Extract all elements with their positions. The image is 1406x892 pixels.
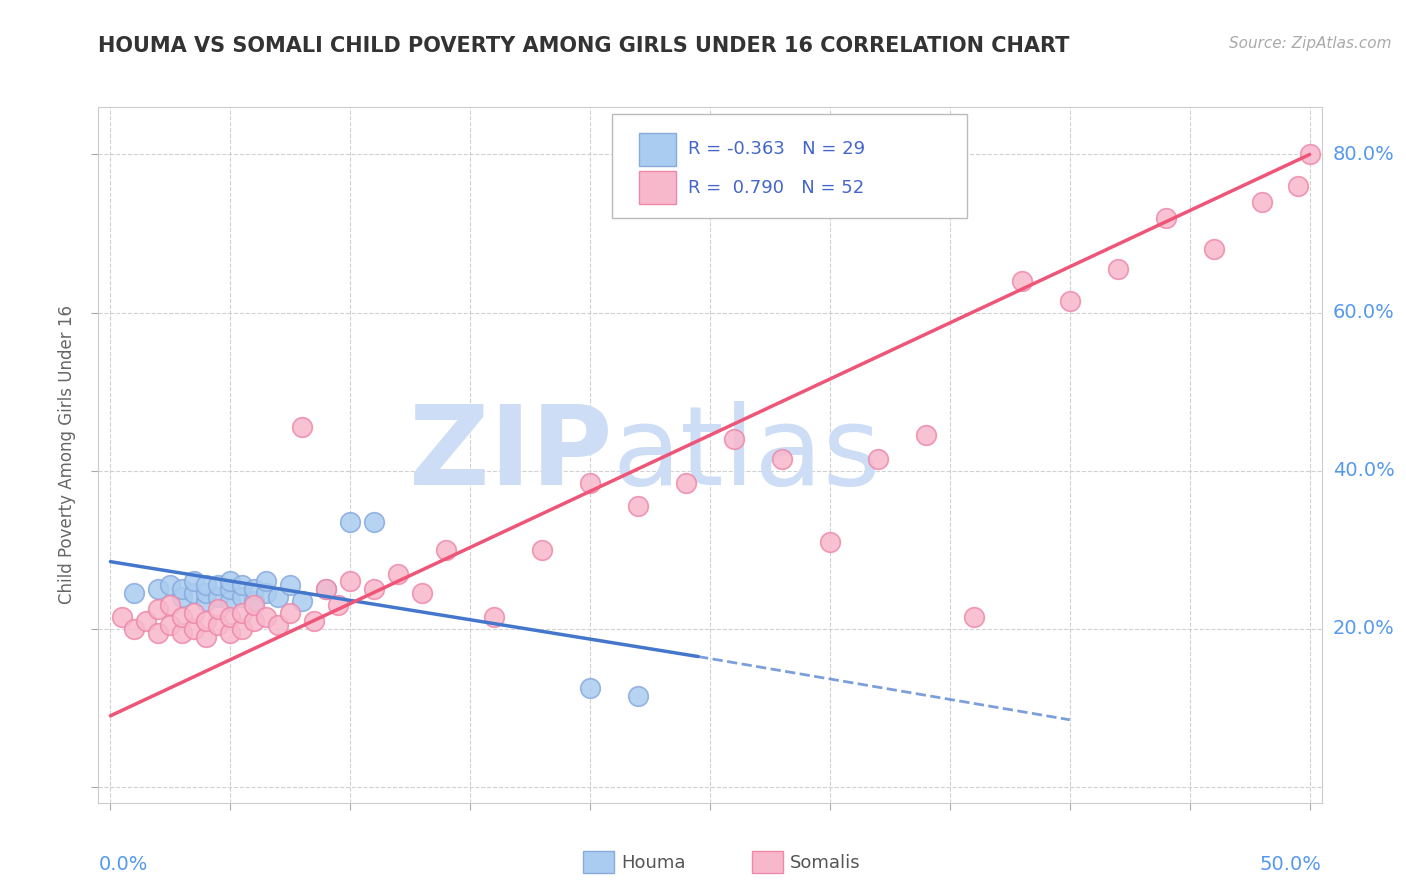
FancyBboxPatch shape — [612, 114, 967, 219]
FancyBboxPatch shape — [640, 171, 676, 204]
Point — [231, 578, 253, 592]
Point — [818, 534, 841, 549]
Point — [219, 625, 242, 640]
Text: 40.0%: 40.0% — [1333, 461, 1395, 480]
Point — [243, 582, 266, 597]
Point — [148, 625, 170, 640]
Point — [579, 681, 602, 695]
Point — [219, 594, 242, 608]
Text: R = -0.363   N = 29: R = -0.363 N = 29 — [688, 140, 865, 159]
Point — [243, 594, 266, 608]
Point — [124, 622, 146, 636]
Point — [207, 578, 229, 592]
Point — [291, 420, 314, 434]
Point — [183, 606, 205, 620]
FancyBboxPatch shape — [640, 133, 676, 166]
Text: Source: ZipAtlas.com: Source: ZipAtlas.com — [1229, 36, 1392, 51]
Point — [531, 542, 554, 557]
Point — [267, 618, 290, 632]
Point — [627, 500, 650, 514]
Point — [254, 586, 277, 600]
Point — [1154, 211, 1177, 225]
Point — [254, 574, 277, 589]
Point — [172, 625, 194, 640]
Text: Houma: Houma — [621, 854, 686, 871]
Point — [207, 618, 229, 632]
Point — [183, 586, 205, 600]
Point — [231, 622, 253, 636]
Point — [675, 475, 697, 490]
Point — [866, 451, 889, 466]
Point — [207, 591, 229, 605]
Point — [328, 598, 350, 612]
Point — [183, 622, 205, 636]
Point — [111, 610, 134, 624]
Point — [363, 515, 385, 529]
Point — [339, 515, 361, 529]
Point — [172, 582, 194, 597]
Point — [231, 591, 253, 605]
Point — [627, 689, 650, 703]
Point — [315, 582, 337, 597]
Point — [278, 606, 301, 620]
Point — [219, 610, 242, 624]
Point — [1286, 179, 1309, 194]
Point — [195, 630, 218, 644]
Point — [339, 574, 361, 589]
Point — [135, 614, 157, 628]
Point — [219, 574, 242, 589]
Point — [231, 606, 253, 620]
Point — [1298, 147, 1320, 161]
Point — [434, 542, 457, 557]
Point — [148, 602, 170, 616]
Point — [195, 614, 218, 628]
Point — [387, 566, 409, 581]
Point — [723, 432, 745, 446]
Point — [195, 578, 218, 592]
Point — [291, 594, 314, 608]
Point — [1250, 194, 1272, 209]
Point — [172, 610, 194, 624]
Point — [159, 578, 181, 592]
Point — [243, 598, 266, 612]
Point — [195, 594, 218, 608]
Point — [219, 582, 242, 597]
Point — [159, 598, 181, 612]
Point — [304, 614, 326, 628]
Text: atlas: atlas — [612, 401, 880, 508]
Y-axis label: Child Poverty Among Girls Under 16: Child Poverty Among Girls Under 16 — [58, 305, 76, 605]
Point — [315, 582, 337, 597]
Point — [254, 610, 277, 624]
Point — [1059, 293, 1081, 308]
Point — [770, 451, 793, 466]
Text: R =  0.790   N = 52: R = 0.790 N = 52 — [688, 178, 865, 197]
Point — [124, 586, 146, 600]
Text: ZIP: ZIP — [409, 401, 612, 508]
Point — [1202, 243, 1225, 257]
Text: 60.0%: 60.0% — [1333, 303, 1395, 322]
Text: 80.0%: 80.0% — [1333, 145, 1395, 164]
Point — [1107, 262, 1129, 277]
Point — [183, 574, 205, 589]
Point — [159, 618, 181, 632]
Text: HOUMA VS SOMALI CHILD POVERTY AMONG GIRLS UNDER 16 CORRELATION CHART: HOUMA VS SOMALI CHILD POVERTY AMONG GIRL… — [98, 36, 1070, 55]
Point — [207, 602, 229, 616]
Text: 0.0%: 0.0% — [98, 855, 148, 874]
Text: Somalis: Somalis — [790, 854, 860, 871]
Point — [579, 475, 602, 490]
Point — [172, 591, 194, 605]
Text: 50.0%: 50.0% — [1260, 855, 1322, 874]
Point — [363, 582, 385, 597]
Point — [243, 614, 266, 628]
Point — [1011, 274, 1033, 288]
Point — [411, 586, 433, 600]
Point — [267, 591, 290, 605]
Point — [278, 578, 301, 592]
Point — [482, 610, 505, 624]
Point — [915, 428, 938, 442]
Point — [963, 610, 986, 624]
Point — [148, 582, 170, 597]
Text: 20.0%: 20.0% — [1333, 619, 1395, 639]
Point — [195, 586, 218, 600]
